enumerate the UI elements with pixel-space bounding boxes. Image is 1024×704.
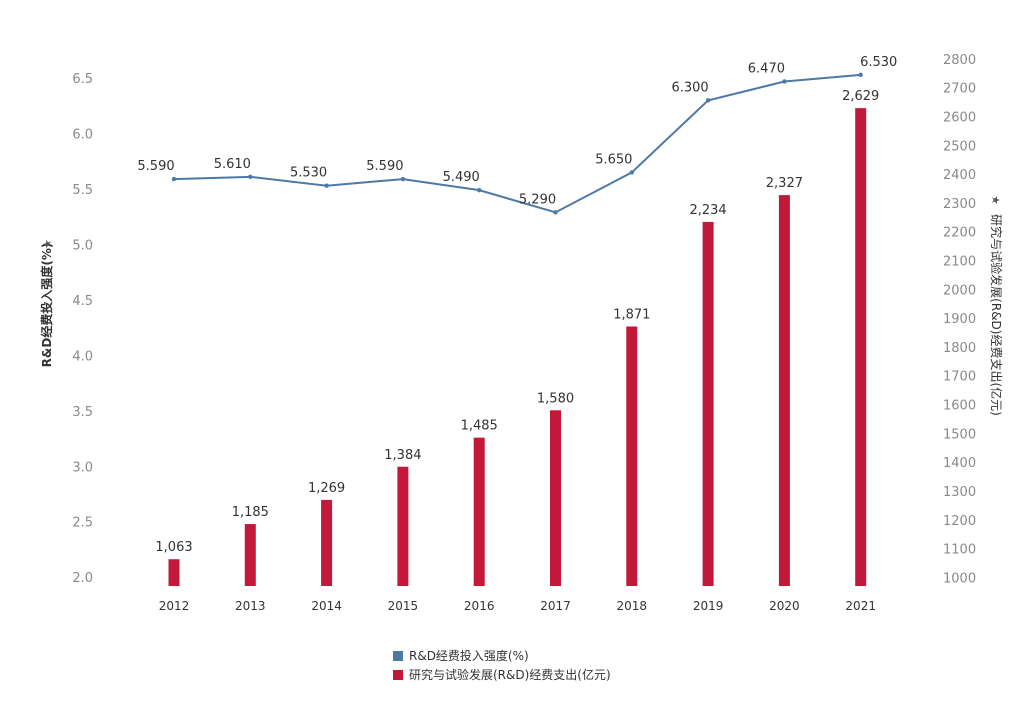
line-point[interactable] (705, 98, 711, 103)
legend-label-bar: 研究与试验发展(R&D)经费支出(亿元) (409, 667, 611, 682)
line-data-label: 5.610 (214, 157, 251, 172)
legend-label-line: R&D经费投入强度(%) (409, 648, 529, 663)
right-axis-ticks: 1000 1100 1200 1300 1400 1500 1600 1700 1800 1900… (943, 53, 976, 586)
legend-item-line[interactable]: R&D经费投入强度(%) (393, 648, 529, 663)
right-tick-label: 1400 (943, 456, 976, 471)
bar-data-label: 1,580 (537, 391, 574, 406)
bar-data-label: 1,485 (461, 419, 498, 434)
x-tick-label: 2018 (617, 599, 648, 613)
x-axis-ticks: 2012 2013 2014 2015 2016 2017 2018 2019 2020 2021 (159, 599, 876, 613)
right-tick-label: 1100 (943, 543, 976, 558)
left-tick-label: 2.5 (72, 516, 93, 531)
bar[interactable] (473, 437, 485, 586)
legend-swatch-line (393, 651, 403, 661)
right-axis-pin-icon: ★ (989, 195, 1002, 205)
x-tick-label: 2015 (388, 599, 419, 613)
x-tick-label: 2021 (845, 599, 876, 613)
x-tick-label: 2019 (693, 599, 724, 613)
right-tick-label: 2300 (943, 197, 976, 212)
right-tick-label: 2400 (943, 168, 976, 183)
right-tick-label: 2700 (943, 82, 976, 97)
bar[interactable] (397, 466, 409, 586)
left-axis-title: R&D经费投入强度(%) (39, 243, 54, 368)
bar[interactable] (702, 221, 714, 587)
line-point[interactable] (782, 79, 787, 84)
legend-item-bar[interactable]: 研究与试验发展(R&D)经费支出(亿元) (393, 667, 611, 682)
line-point[interactable] (171, 176, 177, 182)
right-tick-label: 1500 (943, 427, 976, 442)
right-tick-label: 1800 (943, 341, 976, 356)
line-series (171, 72, 863, 215)
left-tick-label: 6.0 (72, 128, 93, 143)
bar-data-labels: 1,063 1,185 1,269 1,384 1,485 1,580 1,871 2,234… (155, 89, 879, 555)
right-tick-label: 2200 (943, 226, 976, 241)
left-axis-ticks: 2.0 2.5 3.0 3.5 4.0 4.5 5.0 5.5 6.0 6.5 (72, 72, 93, 586)
line-point[interactable] (858, 72, 863, 78)
right-tick-label: 2500 (943, 139, 976, 154)
left-tick-label: 4.0 (72, 349, 93, 364)
x-tick-label: 2014 (311, 599, 342, 613)
bar[interactable] (626, 326, 638, 586)
right-tick-label: 1000 (943, 571, 976, 586)
line-point[interactable] (477, 187, 482, 193)
line-point[interactable] (324, 183, 329, 188)
right-tick-label: 1300 (943, 485, 976, 500)
x-tick-label: 2016 (464, 599, 495, 613)
left-tick-label: 3.5 (72, 405, 93, 420)
line-point[interactable] (629, 170, 634, 175)
right-tick-label: 2800 (943, 53, 976, 68)
line-data-label: 6.470 (748, 62, 785, 77)
bar-data-label: 2,327 (766, 176, 803, 191)
line-point[interactable] (248, 174, 253, 180)
right-tick-label: 1900 (943, 312, 976, 327)
right-tick-label: 1600 (943, 399, 976, 414)
bar-data-label: 2,234 (689, 203, 726, 218)
x-tick-label: 2013 (235, 599, 266, 613)
x-tick-label: 2020 (769, 599, 800, 613)
bar-data-label: 1,185 (232, 505, 269, 520)
right-tick-label: 2000 (943, 283, 976, 298)
x-tick-label: 2017 (540, 599, 571, 613)
line-data-label: 5.530 (290, 166, 327, 181)
line-point[interactable] (553, 210, 558, 215)
line-data-label: 6.530 (860, 55, 897, 70)
x-tick-label: 2012 (159, 599, 190, 613)
legend-swatch-bar (393, 670, 403, 680)
right-tick-label: 1700 (943, 370, 976, 385)
line-data-labels: 5.590 5.610 5.530 5.590 5.490 5.290 5.650 6.300… (137, 55, 897, 207)
right-tick-label: 1200 (943, 514, 976, 529)
bar-data-label: 1,063 (155, 540, 192, 555)
line-path (173, 73, 861, 214)
left-tick-label: 6.5 (72, 72, 93, 87)
right-tick-label: 2600 (943, 110, 976, 125)
bar-data-label: 1,269 (308, 481, 345, 496)
left-tick-label: 5.5 (72, 183, 93, 198)
line-data-label: 5.650 (595, 152, 632, 167)
left-tick-label: 4.5 (72, 294, 93, 309)
bar-data-label: 2,629 (842, 89, 879, 104)
line-data-label: 5.590 (137, 159, 174, 174)
bar[interactable] (855, 108, 867, 587)
left-tick-label: 2.0 (72, 571, 93, 586)
bar-data-label: 1,384 (384, 448, 421, 463)
right-tick-label: 2100 (943, 255, 976, 270)
left-axis-pin-icon: ★ (41, 239, 54, 249)
legend: R&D经费投入强度(%) 研究与试验发展(R&D)经费支出(亿元) (393, 648, 611, 682)
bar[interactable] (321, 499, 333, 586)
bar[interactable] (778, 195, 790, 586)
line-data-label: 5.290 (519, 192, 556, 207)
line-data-label: 5.490 (443, 170, 480, 185)
bar-data-label: 1,871 (613, 307, 650, 322)
line-point[interactable] (400, 176, 406, 182)
line-data-label: 6.300 (671, 80, 708, 95)
bar[interactable] (550, 410, 561, 586)
line-data-label: 5.590 (366, 159, 403, 174)
left-tick-label: 3.0 (72, 460, 93, 475)
bar[interactable] (168, 559, 180, 586)
bar[interactable] (244, 524, 256, 586)
left-tick-label: 5.0 (72, 238, 93, 253)
bar-series (168, 108, 867, 587)
right-axis-title: 研究与试验发展(R&D)经费支出(亿元) (989, 214, 1004, 416)
